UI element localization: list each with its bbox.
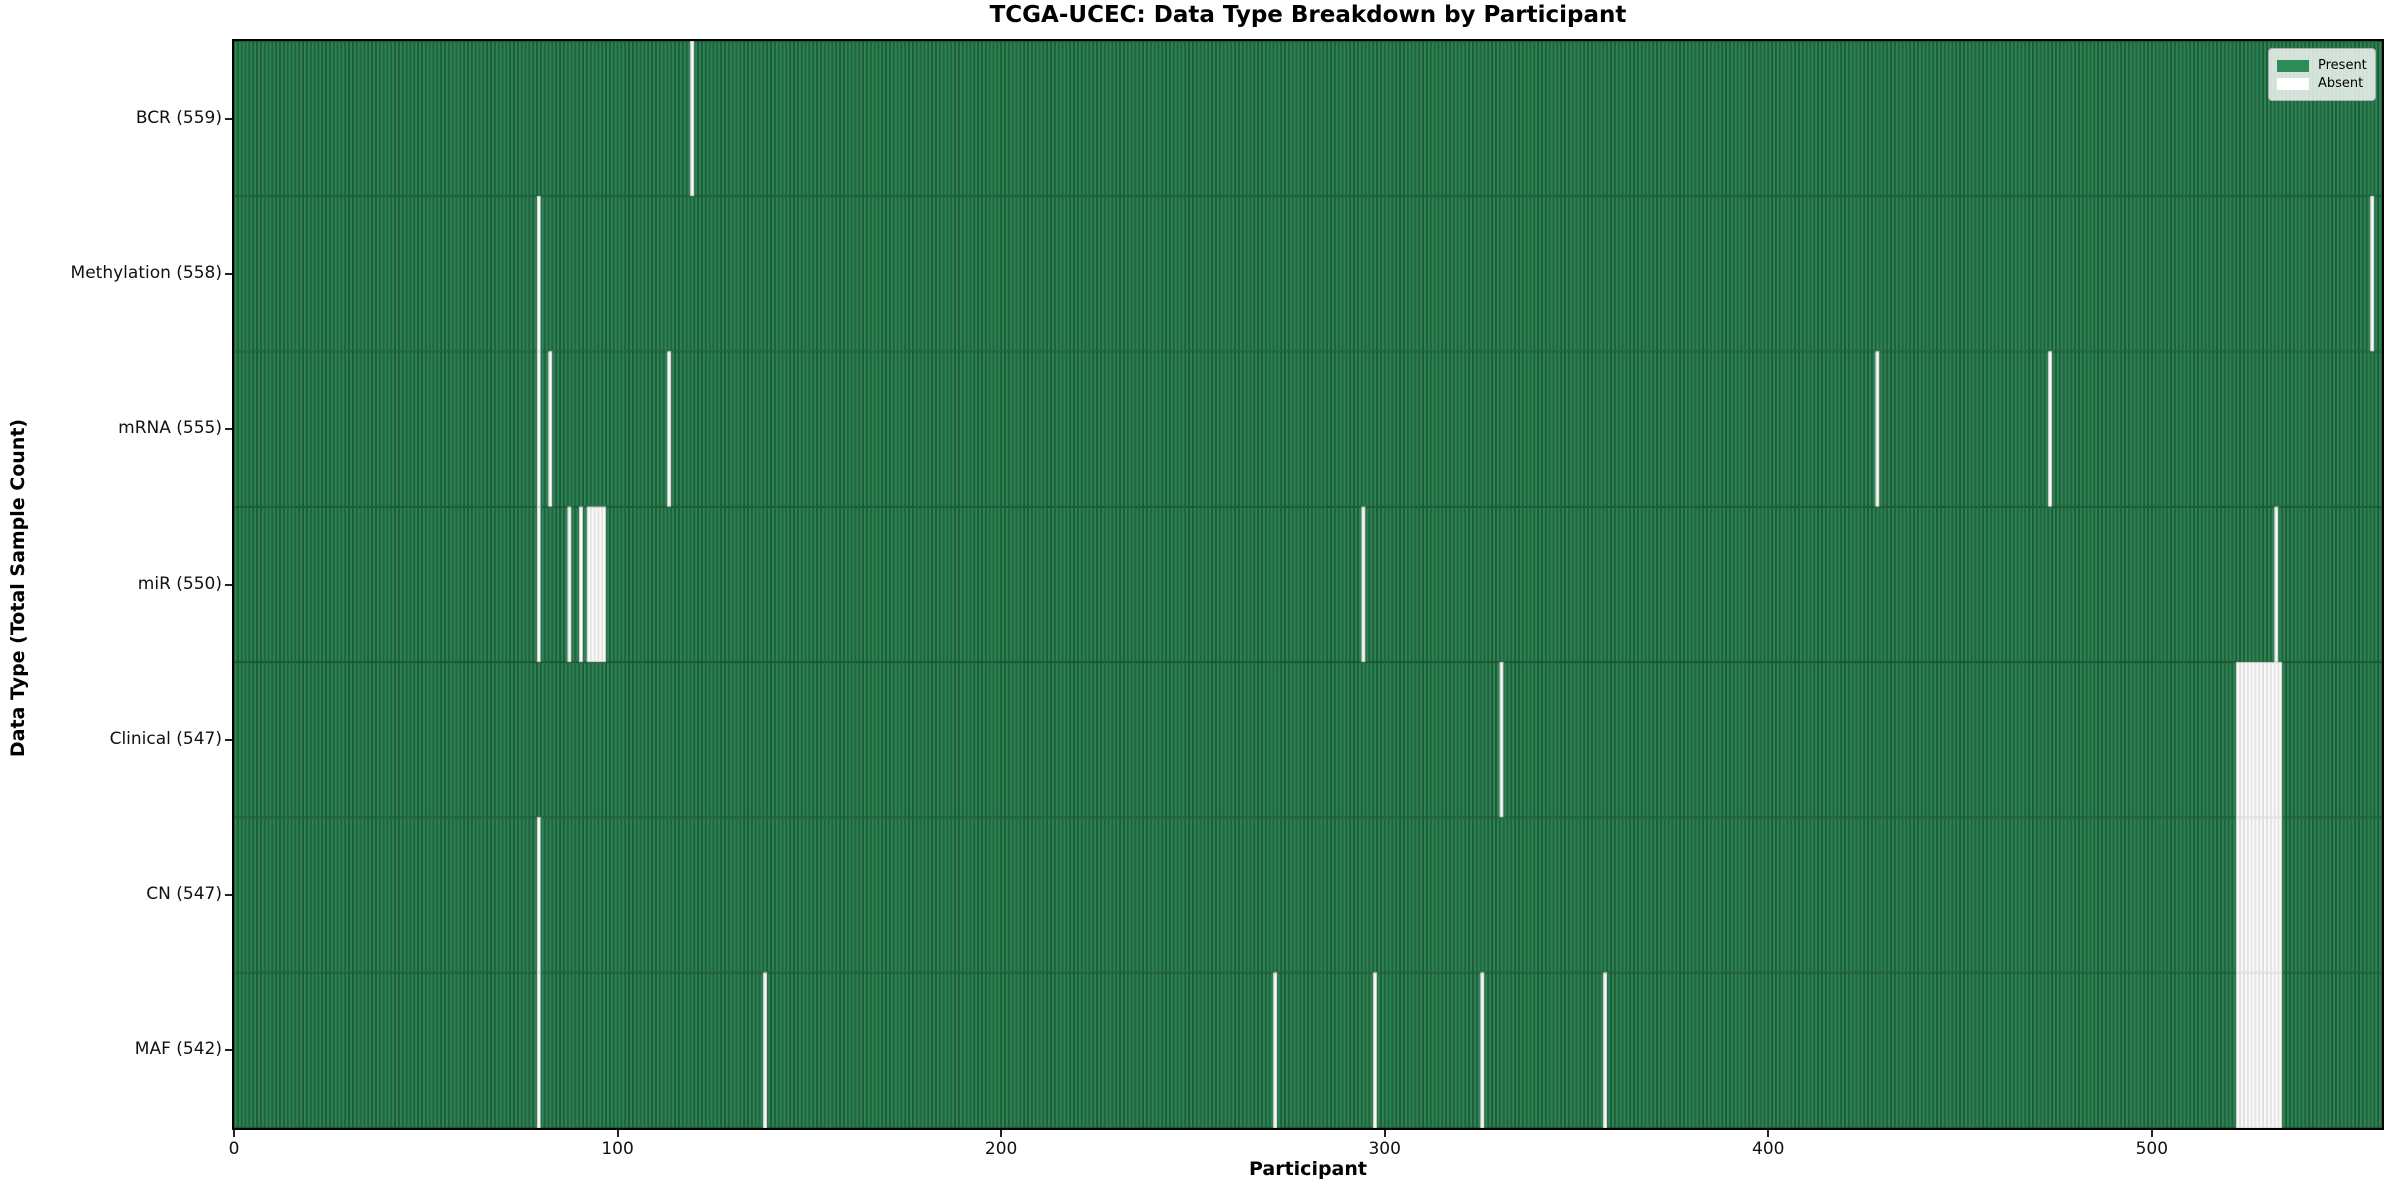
x-tick-mark — [1767, 1130, 1770, 1137]
y-tick-mark — [225, 583, 232, 586]
present-swatch — [2277, 59, 2309, 72]
legend-item-absent: Absent — [2277, 76, 2367, 91]
y-tick-label: Clinical (547) — [109, 728, 222, 749]
y-tick-label: Methylation (558) — [70, 262, 222, 283]
x-tick-mark — [1383, 1130, 1386, 1137]
x-tick-label: 300 — [1368, 1139, 1401, 1159]
y-tick-label: MAF (542) — [134, 1039, 222, 1060]
absent-swatch — [2277, 77, 2309, 90]
y-tick-label: miR (550) — [137, 573, 222, 594]
y-tick-mark — [225, 894, 232, 897]
y-tick-mark — [225, 272, 232, 275]
x-tick-label: 100 — [601, 1139, 634, 1159]
chart-title: TCGA-UCEC: Data Type Breakdown by Partic… — [989, 2, 1627, 28]
y-tick-label: mRNA (555) — [118, 418, 222, 439]
plot-area: Present Absent — [232, 39, 2384, 1130]
y-tick-label: CN (547) — [146, 884, 222, 905]
y-tick-mark — [225, 738, 232, 741]
presence-matrix-canvas — [234, 41, 2382, 1128]
x-tick-mark — [2150, 1130, 2153, 1137]
x-tick-label: 400 — [1752, 1139, 1785, 1159]
x-tick-label: 500 — [2135, 1139, 2169, 1159]
y-tick-mark — [225, 428, 232, 431]
y-tick-mark — [225, 117, 232, 120]
x-tick-mark — [1000, 1130, 1003, 1137]
y-tick-mark — [225, 1049, 232, 1052]
legend-label-present: Present — [2318, 58, 2367, 73]
legend-item-present: Present — [2277, 58, 2367, 73]
x-tick-mark — [616, 1130, 619, 1137]
x-axis-label: Participant — [1248, 1158, 1367, 1180]
x-tick-mark — [233, 1130, 235, 1137]
y-tick-label: BCR (559) — [135, 107, 222, 128]
legend-label-absent: Absent — [2318, 76, 2364, 91]
x-tick-label: 200 — [984, 1139, 1018, 1159]
legend: Present Absent — [2268, 48, 2376, 101]
x-tick-label: 0 — [228, 1139, 240, 1159]
